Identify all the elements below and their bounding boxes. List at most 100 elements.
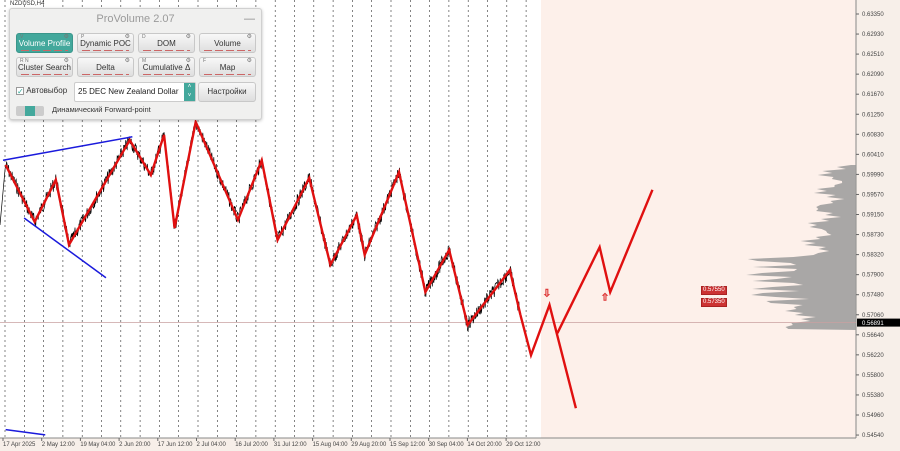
x-axis-area — [0, 438, 900, 451]
gear-icon[interactable]: ⚙ — [63, 34, 69, 40]
spinner-icon[interactable]: ˄ ˅ — [184, 83, 195, 101]
tool-button-map[interactable]: F ⚙ Map — [199, 57, 256, 77]
gear-icon[interactable]: ⚙ — [63, 58, 69, 64]
gear-icon[interactable]: ⚙ — [246, 58, 252, 64]
indicator-bar — [82, 74, 129, 75]
indicator-bar — [82, 50, 129, 51]
y-tick-label: 0.54960 — [862, 413, 884, 419]
tool-button-delta[interactable]: ⚙ Delta — [77, 57, 134, 77]
zigzag-line — [4, 117, 522, 328]
y-tick-label: 0.57480 — [862, 293, 884, 299]
current-price-label: 0.56891 — [862, 321, 884, 327]
y-tick-label: 0.62930 — [862, 32, 884, 38]
y-tick-label: 0.55380 — [862, 393, 884, 399]
x-tick-label: 29 Aug 20:00 — [351, 442, 387, 448]
x-tick-label: 2 Jun 20:00 — [119, 442, 151, 448]
hotkey-label: F — [203, 58, 207, 64]
symbol-label: NZDUSD,H4 — [10, 1, 45, 7]
autoselect-label: Автовыбор — [26, 86, 68, 95]
tool-button-volume[interactable]: ⚙ Volume — [199, 33, 256, 53]
panel-title-text: ProVolume 2.07 — [96, 13, 175, 25]
indicator-bar — [204, 74, 251, 75]
y-tick-label: 0.59990 — [862, 172, 884, 178]
y-tick-label: 0.60830 — [862, 132, 884, 138]
indicator-bar — [143, 50, 190, 51]
x-tick-label: 14 Oct 20:00 — [467, 442, 502, 448]
x-tick-label: 29 Oct 12:00 — [506, 442, 541, 448]
button-label: Volume — [214, 39, 241, 48]
x-tick-label: 15 Aug 04:00 — [313, 442, 349, 448]
x-tick-label: 17 Jun 12:00 — [158, 442, 193, 448]
forward-point-label: Динамический Forward-point — [52, 105, 151, 114]
volume-profile — [746, 165, 856, 330]
tool-button-dom[interactable]: D ⚙ DOM — [138, 33, 195, 53]
button-label: DOM — [157, 39, 176, 48]
gear-icon[interactable]: ⚙ — [185, 34, 191, 40]
button-label: Dynamic POC — [80, 39, 131, 48]
tool-button-cumulative[interactable]: M ⚙ Cumulative Δ — [138, 57, 195, 77]
hotkey-label: M — [142, 58, 147, 64]
button-label: Cluster Search — [18, 63, 71, 72]
arrow-up-icon: ⇧ — [601, 293, 609, 304]
y-tick-label: 0.62090 — [862, 72, 884, 78]
instrument-value: 25 DEC New Zealand Dollar — [78, 87, 179, 96]
x-tick-label: 2 May 12:00 — [42, 442, 76, 448]
y-tick-label: 0.56220 — [862, 353, 884, 359]
trend-line — [23, 217, 107, 279]
autoselect-checkbox[interactable]: ✓ Автовыбор — [16, 86, 67, 95]
tool-button-cluster-search[interactable]: R N ⚙ Cluster Search — [16, 57, 73, 77]
button-label: Volume Profile — [18, 39, 71, 48]
button-label: Delta — [96, 63, 115, 72]
trend-line — [2, 136, 133, 161]
y-tick-label: 0.54540 — [862, 433, 884, 439]
level-label-lower: 0.57350 — [701, 298, 727, 307]
x-tick-label: 30 Sep 04:00 — [429, 442, 465, 448]
tool-button-volume-profile[interactable]: V ⚙ Volume Profile — [16, 33, 73, 53]
hotkey-label: V — [20, 34, 24, 40]
hotkey-label: D — [142, 34, 146, 40]
trend-line — [5, 428, 46, 436]
indicator-bar — [204, 50, 251, 51]
y-axis-area — [856, 0, 900, 451]
indicator-bar — [21, 74, 68, 75]
checkbox-icon[interactable]: ✓ — [16, 86, 24, 96]
x-tick-label: 16 Jul 20:00 — [235, 442, 268, 448]
gear-icon[interactable]: ⚙ — [124, 34, 130, 40]
current-price-marker — [857, 318, 900, 327]
indicator-bar — [21, 50, 68, 51]
y-tick-label: 0.63350 — [862, 12, 884, 18]
x-tick-label: 31 Jul 12:00 — [274, 442, 307, 448]
indicator-bar — [143, 74, 190, 75]
y-tick-label: 0.60410 — [862, 152, 884, 158]
gear-icon[interactable]: ⚙ — [185, 58, 191, 64]
forecast-line — [556, 189, 654, 334]
panel-title: ProVolume 2.07 — — [10, 9, 261, 29]
instrument-select[interactable]: 25 DEC New Zealand Dollar ˄ ˅ — [74, 82, 196, 102]
settings-button[interactable]: Настройки — [198, 82, 256, 102]
y-tick-label: 0.57900 — [862, 273, 884, 279]
y-tick-label: 0.61670 — [862, 92, 884, 98]
x-tick-label: 15 Sep 12:00 — [390, 442, 426, 448]
x-tick-label: 17 Apr 2025 — [3, 442, 36, 448]
y-tick-label: 0.59150 — [862, 213, 884, 219]
gear-icon[interactable]: ⚙ — [124, 58, 130, 64]
button-label: Map — [219, 63, 236, 72]
minimize-button[interactable]: — — [244, 13, 255, 25]
x-tick-label: 19 May 04:00 — [80, 442, 116, 448]
arrow-down-icon: ⇩ — [543, 288, 551, 299]
future-area — [541, 0, 856, 438]
forecast-line — [519, 300, 578, 409]
tool-button-dynamic-poc[interactable]: P ⚙ Dynamic POC — [77, 33, 134, 53]
gear-icon[interactable]: ⚙ — [246, 34, 252, 40]
hotkey-label: P — [81, 34, 85, 40]
level-label-upper: 0.57550 — [701, 286, 727, 295]
x-tick-label: 2 Jul 04:00 — [197, 442, 227, 448]
provolume-panel: ProVolume 2.07— V ⚙ Volume Profile P ⚙ Dynami… — [9, 8, 262, 120]
hotkey-label: R N — [20, 58, 29, 64]
y-tick-label: 0.55800 — [862, 373, 884, 379]
y-tick-label: 0.59570 — [862, 192, 884, 198]
y-tick-label: 0.57060 — [862, 313, 884, 319]
forward-point-toggle[interactable] — [16, 106, 44, 116]
y-tick-label: 0.58320 — [862, 253, 884, 259]
